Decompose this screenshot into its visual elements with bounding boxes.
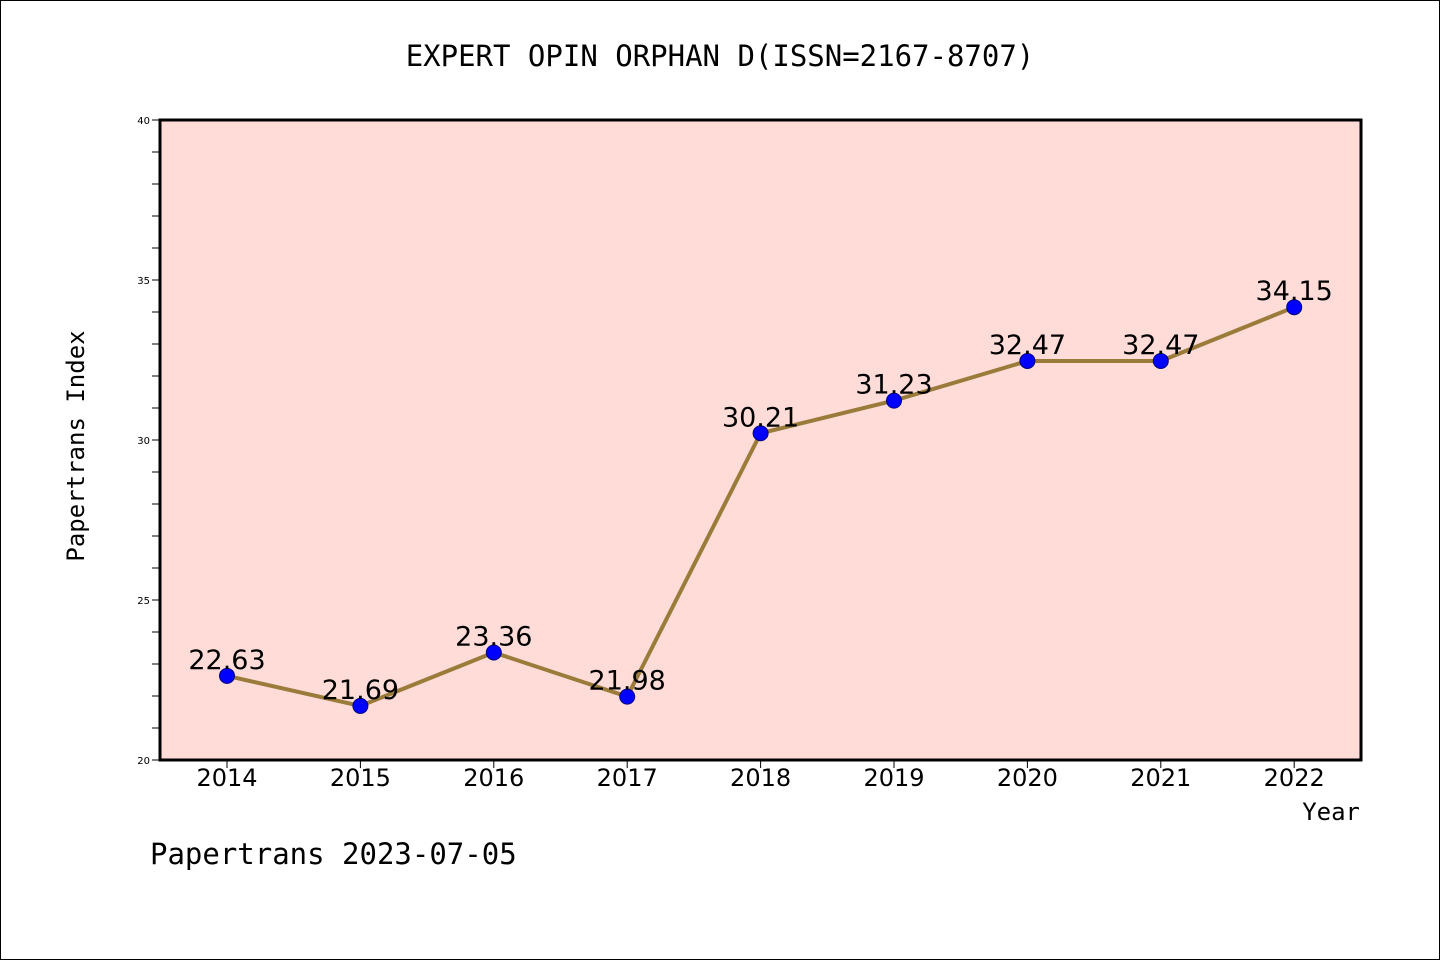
data-label: 31.23 bbox=[855, 370, 932, 401]
data-label: 34.15 bbox=[1256, 276, 1333, 307]
data-point bbox=[886, 392, 902, 409]
y-tick-label: 35 bbox=[137, 276, 150, 287]
y-tick-label: 40 bbox=[137, 116, 150, 127]
data-label: 23.36 bbox=[455, 621, 532, 652]
data-point bbox=[1152, 352, 1169, 369]
y-axis-label: Papertrans Index bbox=[62, 330, 90, 561]
x-tick-label: 2018 bbox=[730, 764, 791, 792]
data-point bbox=[485, 644, 502, 661]
data-point bbox=[1019, 352, 1036, 369]
x-tick-label: 2022 bbox=[1264, 764, 1325, 792]
x-tick-label: 2014 bbox=[196, 764, 257, 792]
footer-credit: Papertrans 2023-07-05 bbox=[150, 837, 517, 871]
data-label: 30.21 bbox=[722, 402, 799, 433]
data-labels: 22.63 21.69 23.36 21.98 30.21 31.23 32.47 32.47… bbox=[188, 276, 1332, 706]
data-label: 21.69 bbox=[322, 675, 399, 706]
data-label: 32.47 bbox=[989, 330, 1066, 361]
plot-frame bbox=[158, 118, 1363, 762]
data-label: 32.47 bbox=[1122, 330, 1199, 361]
data-point bbox=[1286, 299, 1303, 316]
x-axis-label: Year bbox=[1302, 798, 1360, 826]
data-point bbox=[752, 425, 769, 442]
x-tick-label: 2019 bbox=[863, 764, 924, 792]
x-tick-label: 2020 bbox=[997, 764, 1058, 792]
axis-ticks: 20 25 30 35 40 2014 2015 2016 2017 2018 2019 2020 20… bbox=[137, 116, 1324, 792]
data-label: 22.63 bbox=[188, 645, 265, 676]
y-tick-label: 20 bbox=[137, 756, 150, 767]
data-points bbox=[219, 299, 1303, 714]
x-tick-label: 2016 bbox=[463, 764, 524, 792]
data-point bbox=[219, 667, 235, 684]
x-tick-label: 2017 bbox=[597, 764, 658, 792]
data-point bbox=[352, 697, 369, 714]
y-tick-label: 25 bbox=[137, 596, 150, 607]
data-label: 21.98 bbox=[589, 666, 666, 697]
x-tick-label: 2021 bbox=[1130, 764, 1191, 792]
x-tick-label: 2015 bbox=[330, 764, 391, 792]
y-tick-label: 30 bbox=[137, 436, 150, 447]
chart-title: EXPERT OPIN ORPHAN D(ISSN=2167-8707) bbox=[406, 39, 1035, 73]
data-point bbox=[619, 688, 636, 705]
